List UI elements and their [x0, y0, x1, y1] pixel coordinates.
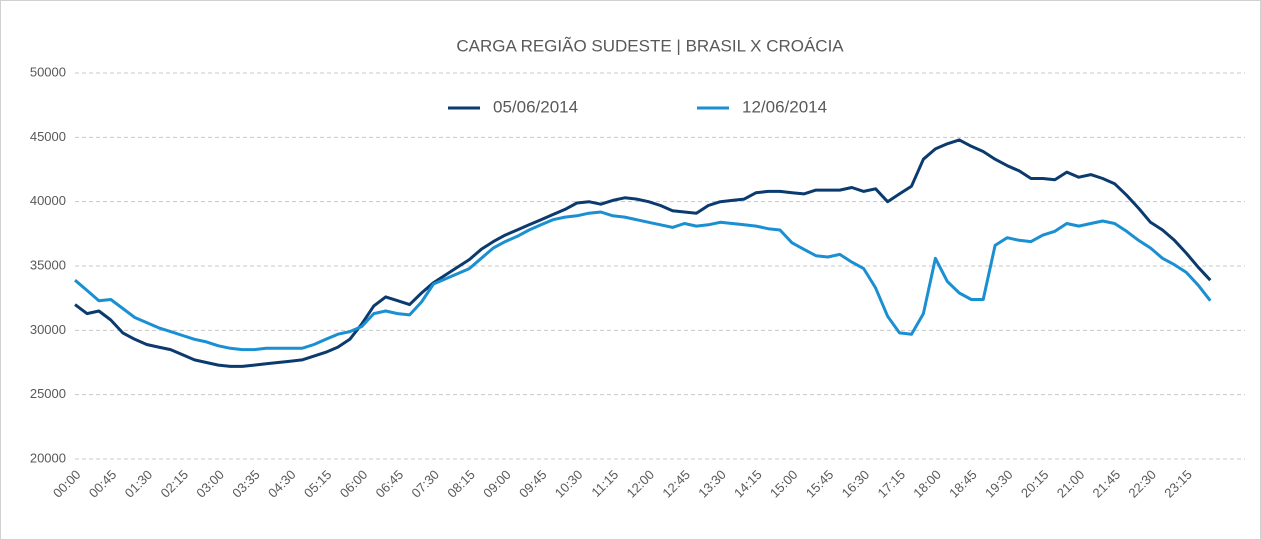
y-tick-label: 25000 [30, 386, 66, 401]
y-tick-label: 45000 [30, 129, 66, 144]
legend-label: 12/06/2014 [742, 97, 827, 116]
series-line [74, 138, 1212, 368]
chart-title: CARGA REGIÃO SUDESTE | BRASIL X CROÁCIA [456, 36, 844, 55]
legend-label: 05/06/2014 [493, 97, 578, 116]
y-tick-label: 40000 [30, 193, 66, 208]
y-tick-label: 20000 [30, 450, 66, 465]
y-tick-label: 35000 [30, 257, 66, 272]
y-tick-label: 50000 [30, 64, 66, 79]
y-tick-label: 30000 [30, 322, 66, 337]
series-line [74, 210, 1212, 352]
